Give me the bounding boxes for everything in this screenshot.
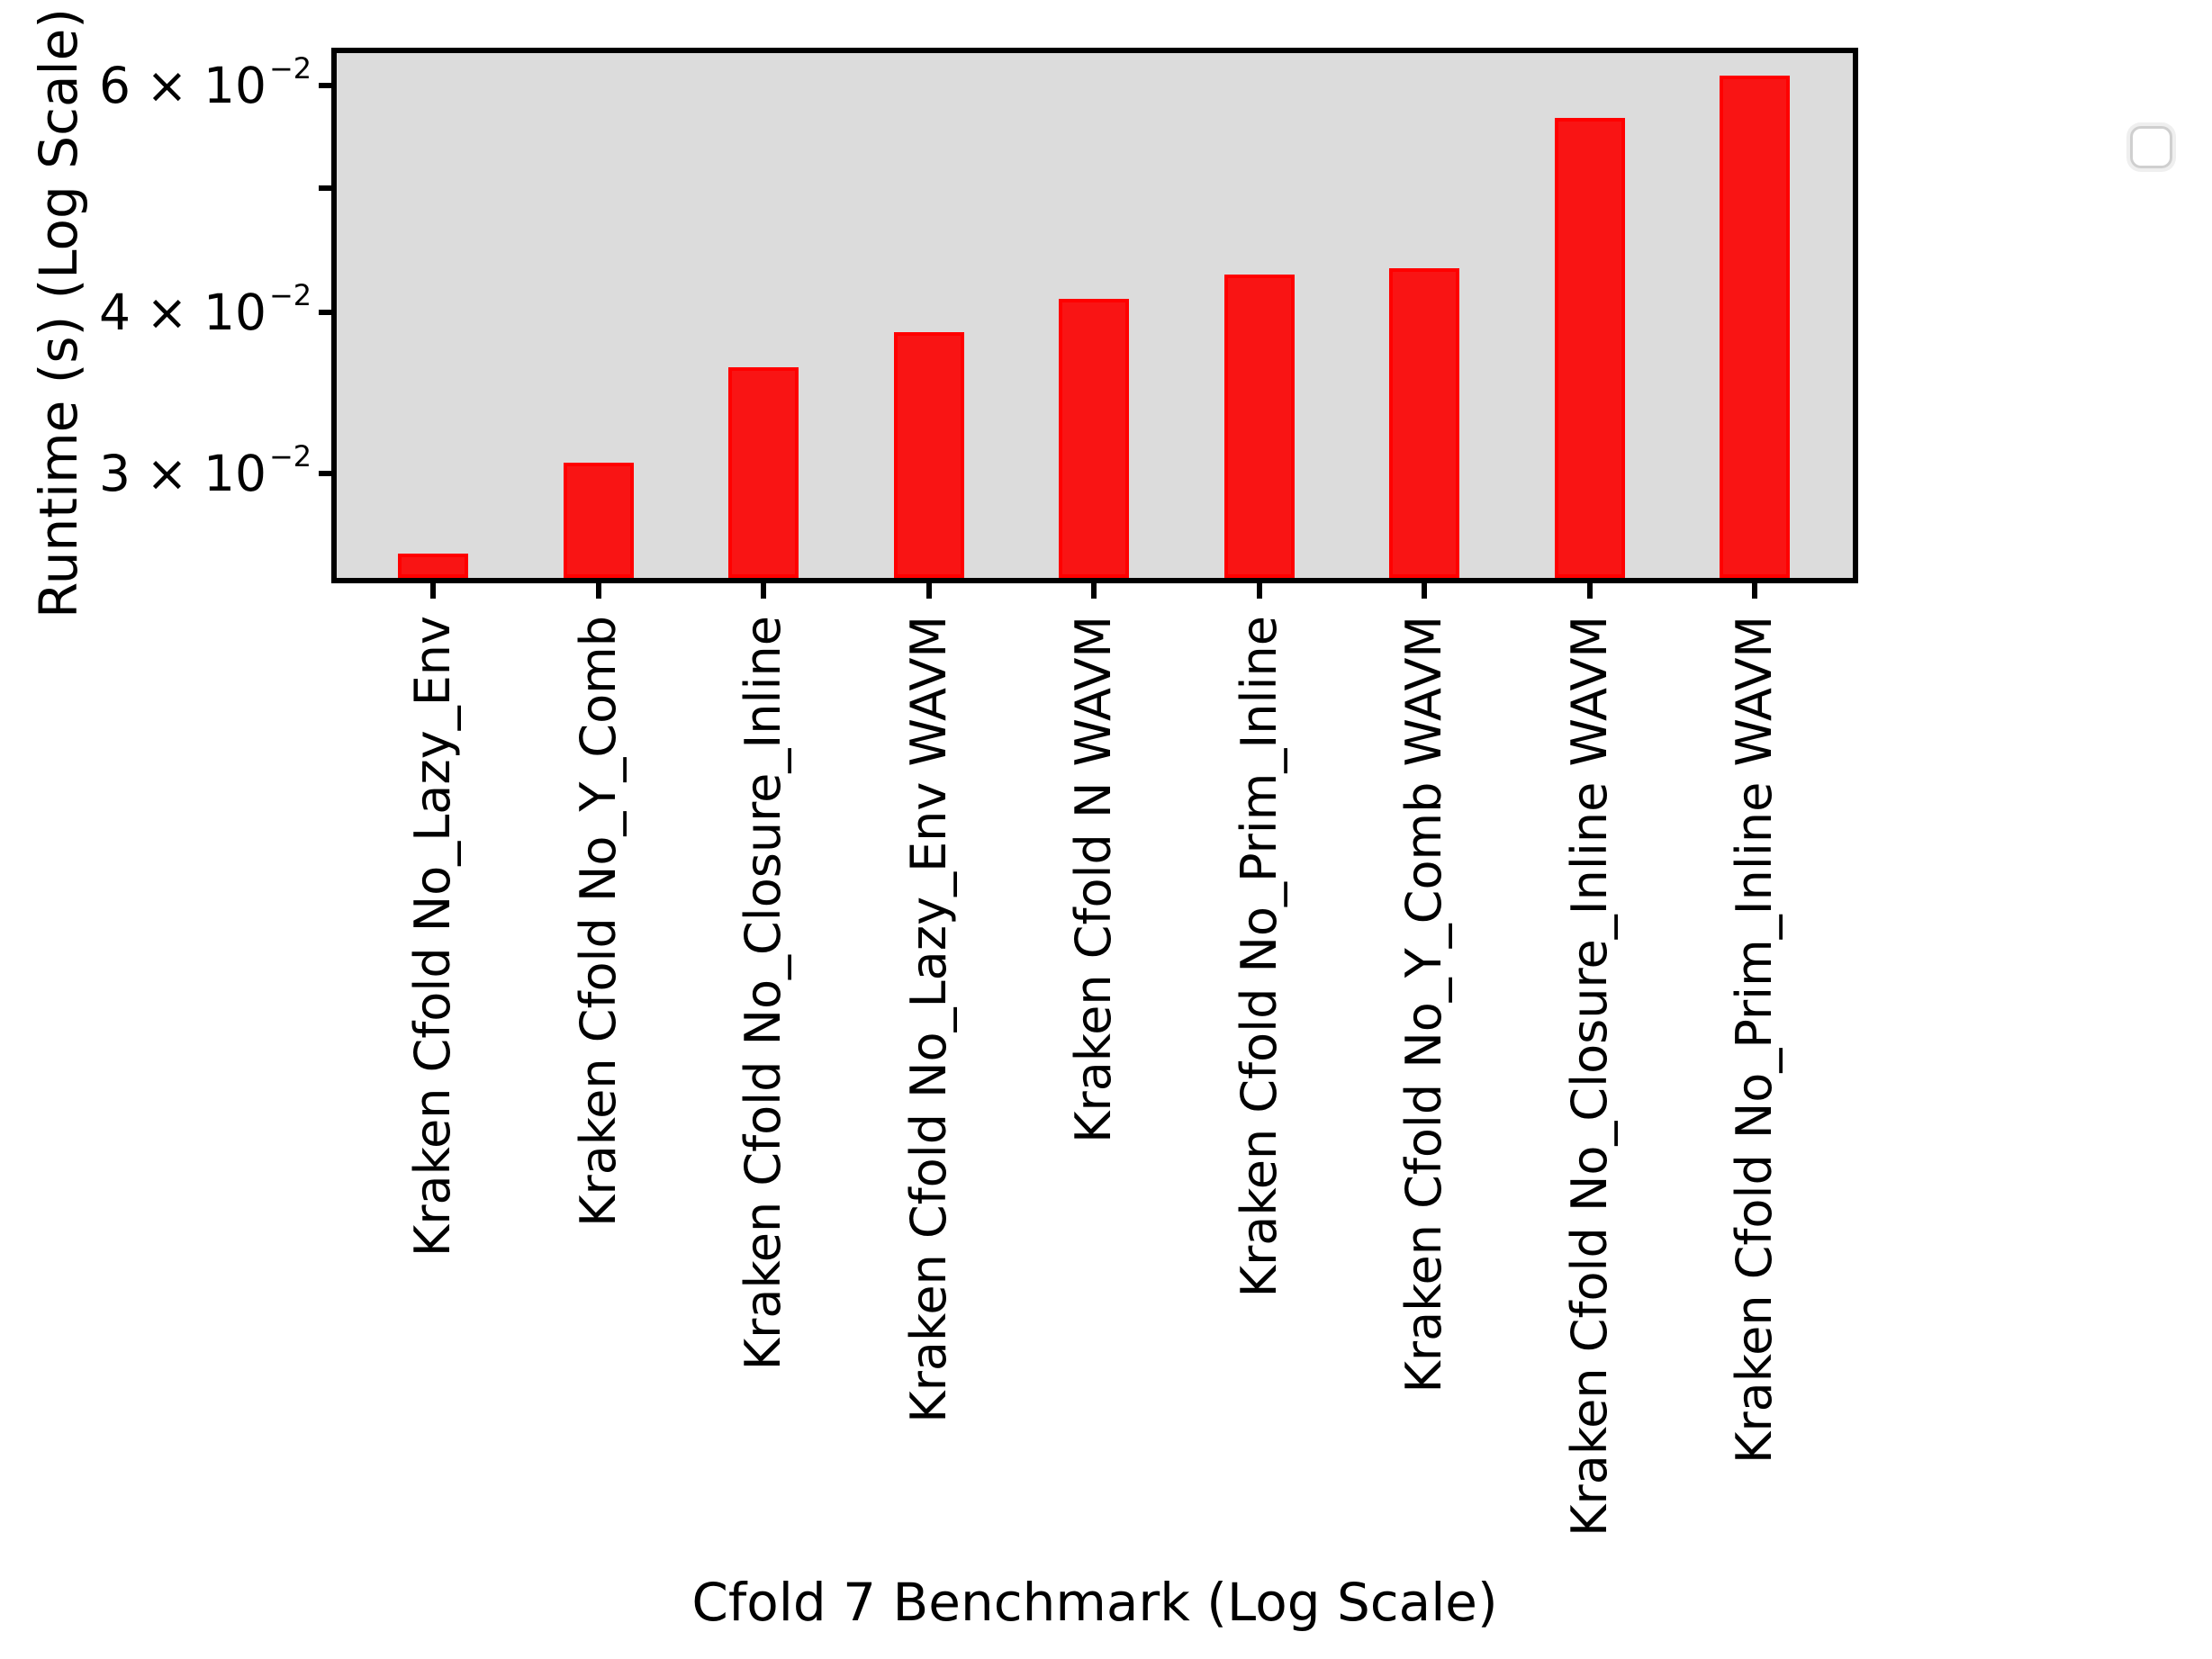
bar-kraken-cfold-no-lazy-env-wavm (893, 332, 964, 578)
x-tick-mark (1091, 583, 1097, 599)
x-tick-label-kraken-cfold-no-lazy-env-wavm: Kraken Cfold No_Lazy_Env WAVM (899, 616, 957, 1423)
y-tick-mark (319, 185, 332, 191)
bar-kraken-cfold-no-closure-inline-wavm (1554, 118, 1625, 578)
bar-kraken-cfold-no-prim-inline (1223, 275, 1295, 578)
x-tick-label-kraken-cfold-no-lazy-env: Kraken Cfold No_Lazy_Env (404, 616, 461, 1258)
x-tick-label-kraken-cfold-no-closure-inline: Kraken Cfold No_Closure_Inline (735, 616, 792, 1371)
x-tick-mark (925, 583, 932, 599)
x-tick-mark (761, 583, 767, 599)
x-tick-label-kraken-cfold-n-wavm: Kraken Cfold N WAVM (1065, 616, 1123, 1143)
x-tick-label-kraken-cfold-no-y-comb: Kraken Cfold No_Y_Comb (569, 616, 627, 1227)
plot-area (331, 48, 2172, 583)
y-tick-mark (319, 310, 332, 316)
x-tick-mark (1256, 583, 1262, 599)
y-tick-mark (319, 471, 332, 477)
x-tick-label-kraken-cfold-no-y-comb-wavm: Kraken Cfold No_Y_Comb WAVM (1395, 616, 1453, 1393)
x-axis-title: Cfold 7 Benchmark (Log Scale) (691, 1572, 1498, 1633)
x-tick-mark (595, 583, 601, 599)
legend-box (2130, 126, 2172, 168)
y-tick-label: 6 × 10 −2 (98, 51, 311, 115)
x-tick-mark (1586, 583, 1593, 599)
x-tick-mark (1752, 583, 1758, 599)
bar-kraken-cfold-n-wavm (1059, 298, 1130, 578)
y-tick-label: 4 × 10 −2 (98, 278, 311, 342)
x-tick-label-kraken-cfold-no-prim-inline: Kraken Cfold No_Prim_Inline (1230, 616, 1287, 1298)
bar-kraken-cfold-no-y-comb (563, 462, 634, 578)
x-tick-label-kraken-cfold-no-closure-inline-wavm: Kraken Cfold No_Closure_Inline WAVM (1560, 616, 1618, 1537)
y-tick-mark (319, 83, 332, 89)
bar-kraken-cfold-no-y-comb-wavm (1389, 268, 1460, 578)
bar-kraken-cfold-no-lazy-env (398, 554, 468, 578)
x-tick-mark (430, 583, 436, 599)
x-tick-mark (1422, 583, 1428, 599)
x-tick-label-kraken-cfold-no-prim-inline-wavm: Kraken Cfold No_Prim_Inline WAVM (1726, 616, 1783, 1464)
y-tick-label: 3 × 10 −2 (98, 439, 311, 503)
bar-kraken-cfold-no-closure-inline (728, 366, 799, 578)
bar-kraken-cfold-no-prim-inline-wavm (1720, 75, 1791, 578)
